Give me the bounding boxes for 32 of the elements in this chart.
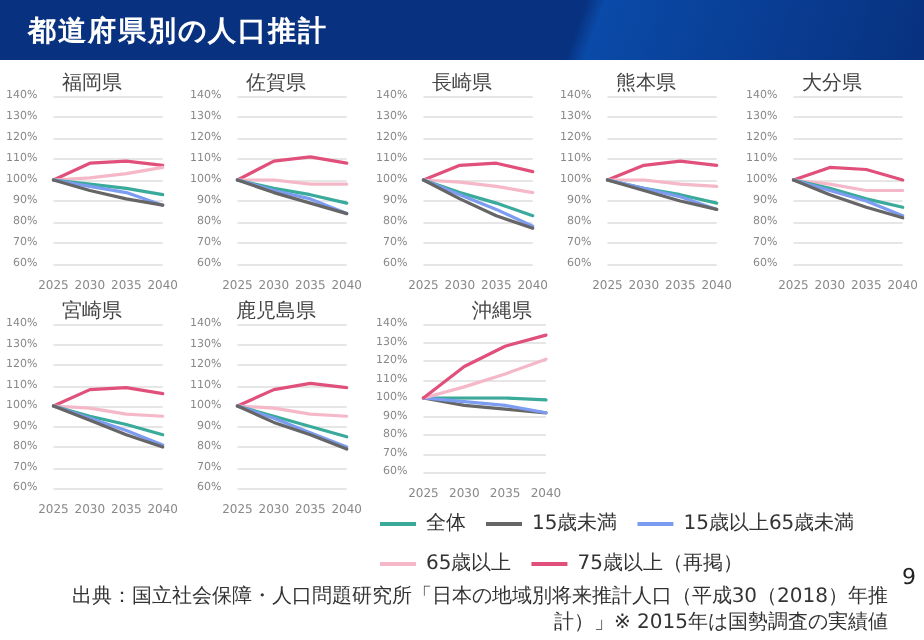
line-series: [236, 404, 350, 439]
line-series: [421, 396, 548, 415]
line-series: [236, 178, 350, 216]
legend-label: 全体: [425, 511, 466, 535]
legend-label: 65歳以上: [425, 551, 512, 575]
line-series: [51, 165, 165, 182]
chart-title: 福岡県: [62, 71, 122, 95]
line-series: [51, 159, 165, 182]
text: 9: [902, 564, 916, 590]
source-note: 出典：国立社会保障・人口問題研究所「日本の地域別将来推計人口（平成30（2018）年推計）」※ 2015年は国勢調査の実績値: [69, 584, 888, 636]
chart-title: 大分県: [801, 71, 862, 95]
line-series: [421, 178, 534, 195]
chart-title: 宮崎県: [62, 299, 122, 323]
line-series: [236, 155, 350, 182]
legend-label: 75歳以上（再掲）: [577, 551, 743, 575]
chart-title: 沖縄県: [471, 299, 532, 323]
chart-title: 熊本県: [616, 71, 677, 95]
line-series: [421, 333, 548, 400]
line-series: [421, 161, 534, 182]
text: 都道府県別の人口推計: [28, 14, 328, 50]
chart-title: 鹿児島県: [236, 299, 317, 323]
line-series: [51, 385, 165, 408]
line-series: [606, 178, 719, 211]
line-series: [51, 178, 165, 207]
chart-title: 長崎県: [431, 71, 492, 95]
line-series: [421, 178, 534, 218]
line-series: [51, 404, 165, 437]
line-series: [236, 381, 350, 408]
line-series: [421, 357, 548, 400]
legend-label: 15歳未満: [531, 511, 618, 535]
legend-label: 15歳以上65歳未満: [683, 511, 854, 535]
chart-title: 佐賀県: [246, 71, 307, 95]
